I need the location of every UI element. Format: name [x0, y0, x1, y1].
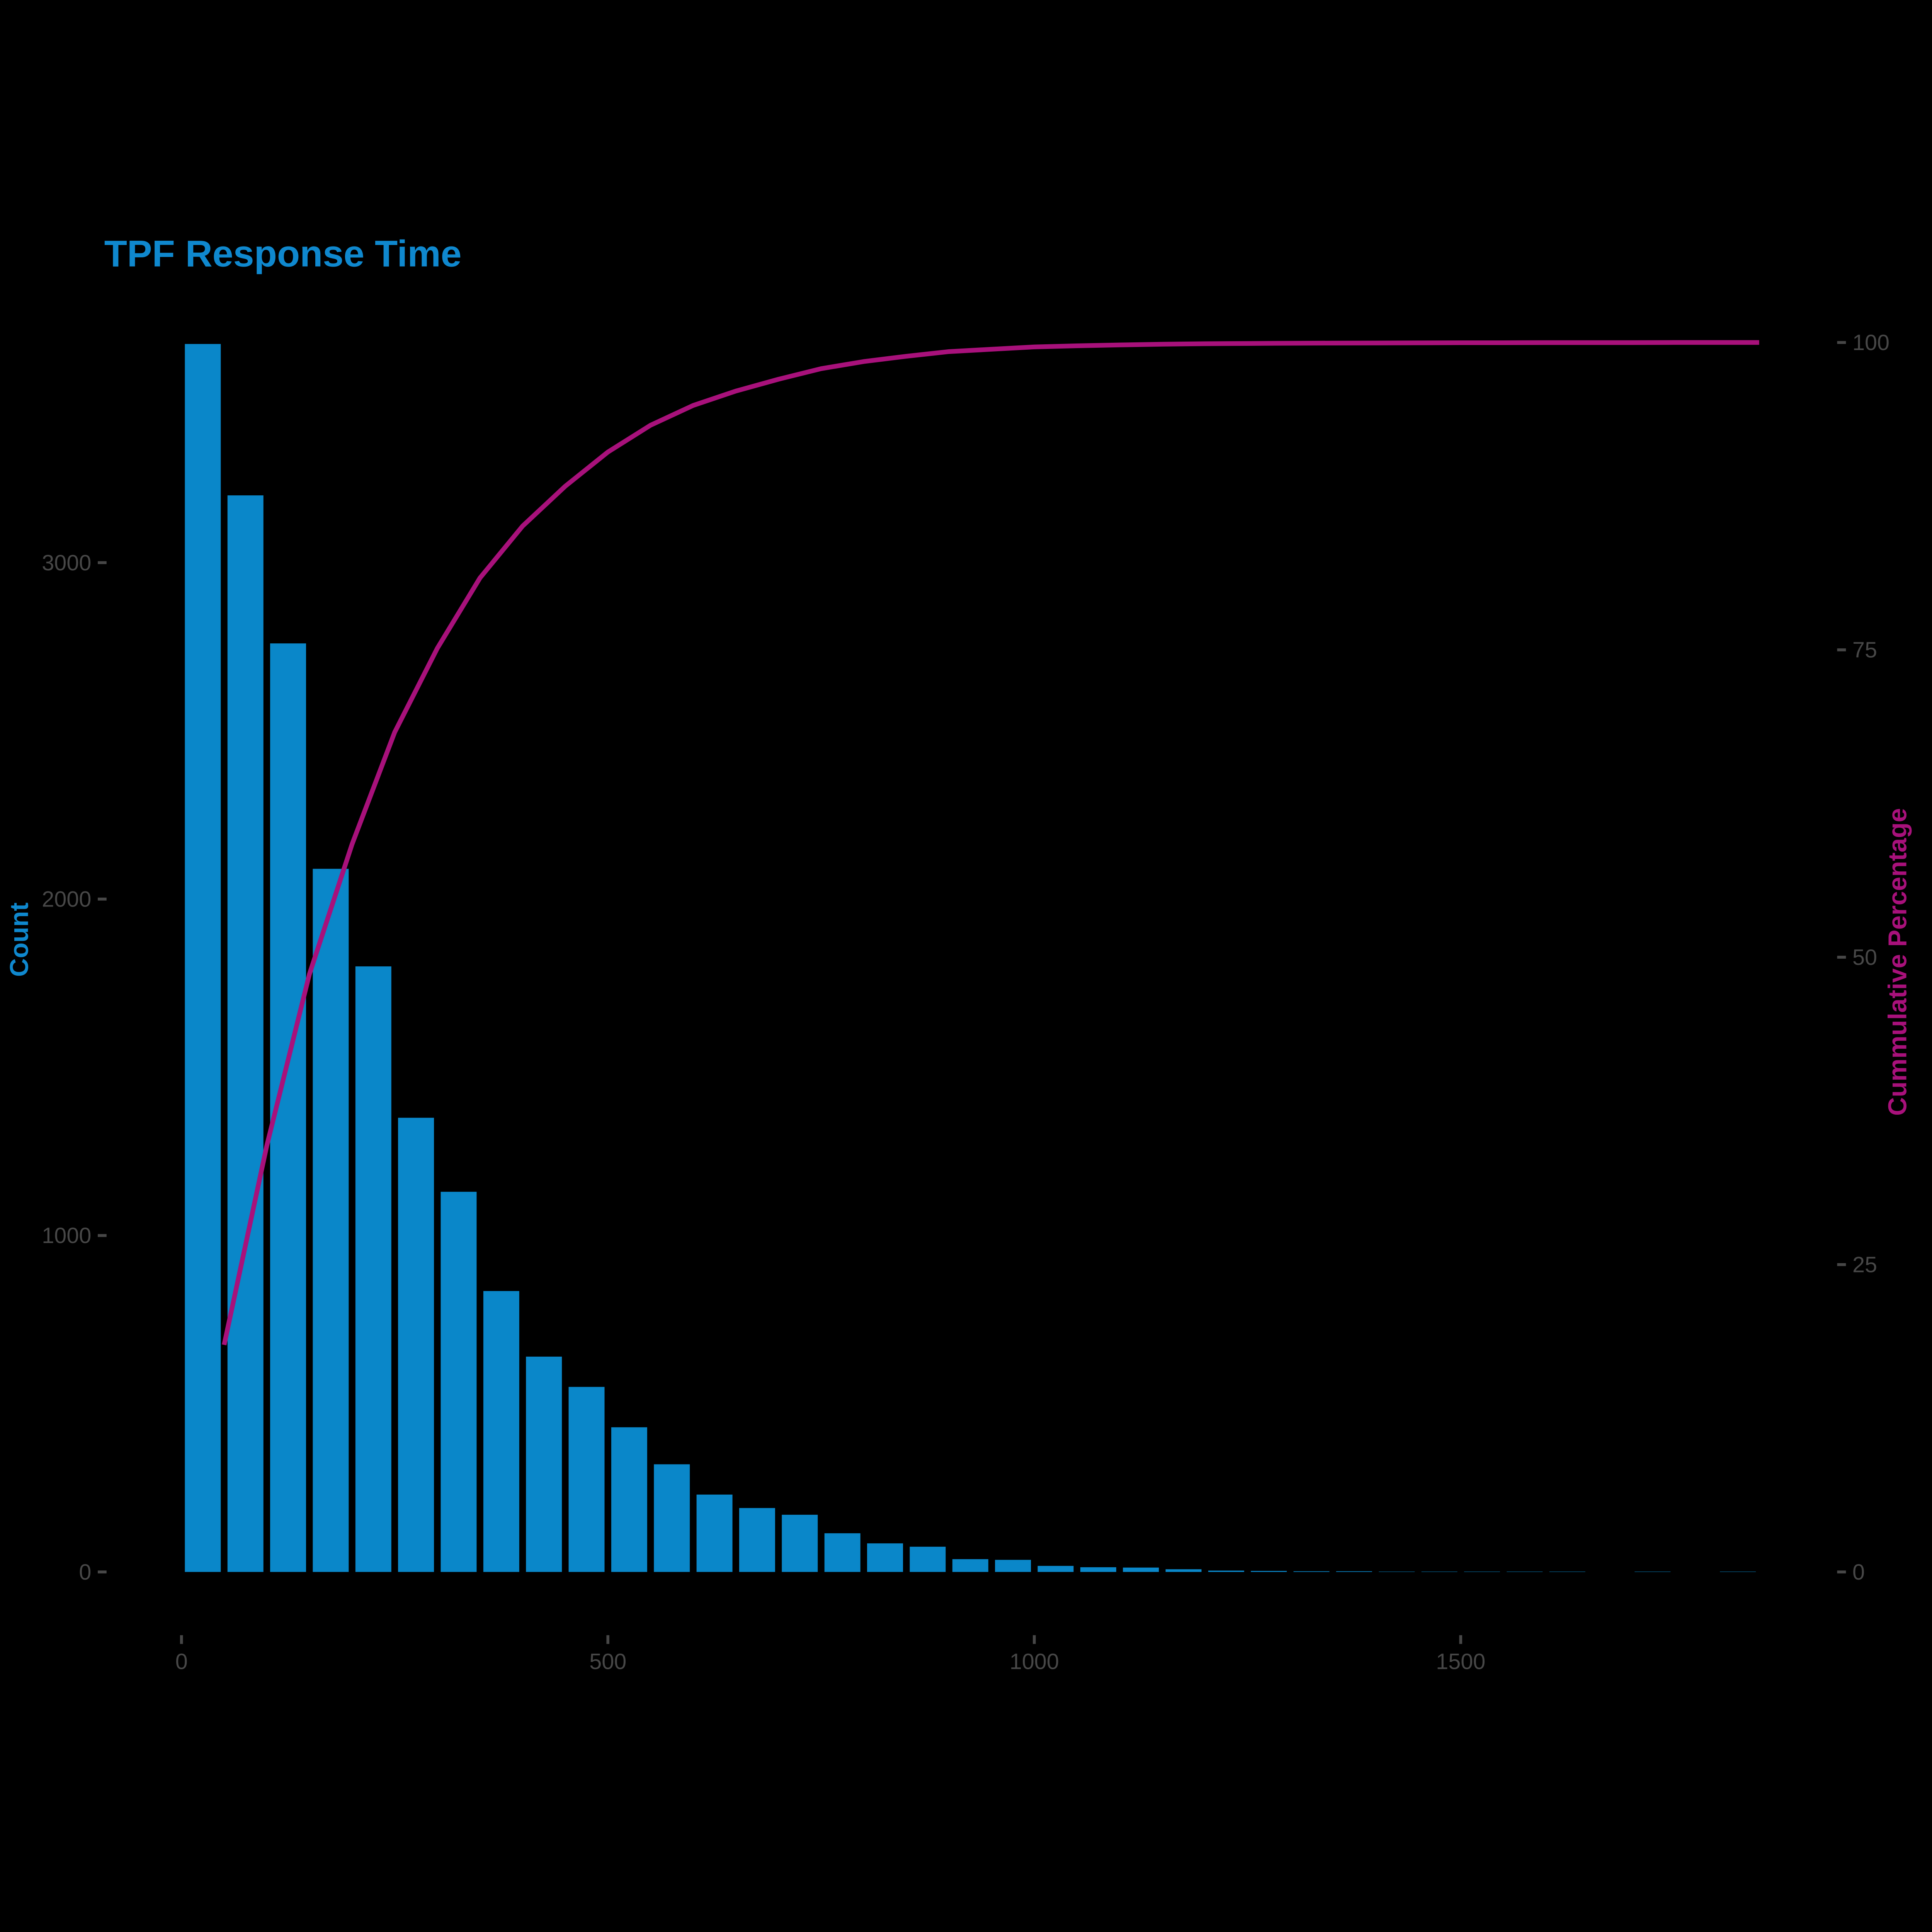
bar	[1421, 1571, 1458, 1572]
bars	[185, 344, 1756, 1572]
cumulative-line	[222, 340, 1759, 1345]
bar	[824, 1533, 861, 1572]
bar	[1549, 1571, 1585, 1572]
bar	[1080, 1567, 1116, 1572]
bar	[1037, 1566, 1074, 1572]
x-tick-label: 500	[589, 1650, 626, 1674]
bar	[611, 1427, 647, 1572]
bar	[1123, 1567, 1159, 1572]
x-axis: 0 500 1000 1500	[175, 1635, 1485, 1674]
left-tick-label: 3000	[42, 551, 91, 575]
bar	[867, 1543, 903, 1572]
bar	[1293, 1571, 1330, 1572]
chart-title: TPF Response Time	[104, 232, 462, 274]
y-axis-right: 0 25 50 75 100	[1837, 330, 1889, 1585]
bar	[355, 966, 391, 1572]
bar	[1507, 1571, 1543, 1572]
bar	[952, 1559, 988, 1572]
bar	[398, 1117, 434, 1572]
right-axis-title: Cummulative Percentage	[1883, 808, 1912, 1116]
bar	[1336, 1571, 1372, 1572]
bar	[440, 1192, 477, 1572]
bar	[526, 1356, 562, 1572]
bar	[995, 1560, 1031, 1572]
right-tick-label: 0	[1852, 1560, 1865, 1585]
bar	[910, 1546, 946, 1572]
left-tick-label: 0	[79, 1560, 91, 1585]
bar	[568, 1387, 605, 1572]
bar	[483, 1291, 519, 1572]
bar	[1464, 1571, 1500, 1572]
bar	[1720, 1571, 1756, 1572]
left-tick-label: 2000	[42, 887, 91, 912]
bar	[185, 344, 221, 1572]
x-tick-label: 1000	[1010, 1650, 1059, 1674]
right-tick-label: 50	[1852, 945, 1877, 970]
right-tick-label: 75	[1852, 638, 1877, 663]
left-axis-title: Count	[5, 903, 34, 977]
left-tick-label: 1000	[42, 1223, 91, 1248]
bar	[739, 1508, 775, 1572]
bar	[1251, 1571, 1287, 1572]
bar	[1634, 1571, 1671, 1572]
bar	[696, 1494, 733, 1572]
x-tick-label: 0	[175, 1650, 188, 1674]
bar	[1208, 1570, 1244, 1572]
bar	[1165, 1569, 1202, 1572]
x-tick-label: 1500	[1436, 1650, 1485, 1674]
bar	[227, 495, 264, 1572]
bar	[313, 869, 349, 1572]
right-tick-label: 100	[1852, 330, 1889, 355]
bar	[782, 1515, 818, 1572]
right-tick-label: 25	[1852, 1252, 1877, 1277]
y-axis-left: 0 1000 2000 3000	[42, 551, 107, 1585]
cumulative-percentage-line	[222, 340, 1759, 1345]
bar	[654, 1464, 690, 1572]
bar	[1379, 1571, 1415, 1572]
